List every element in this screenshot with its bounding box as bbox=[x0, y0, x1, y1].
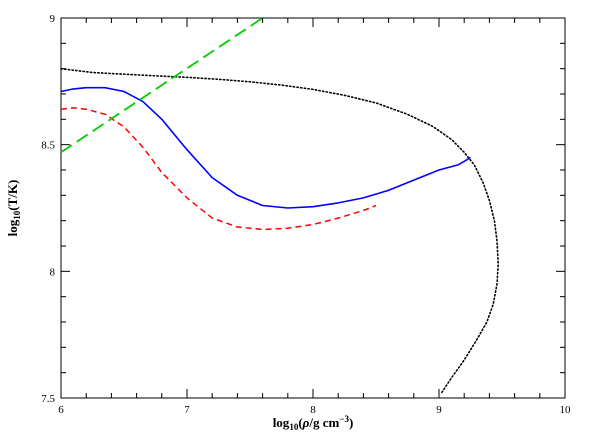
x-axis-label-subscript: 10 bbox=[289, 422, 299, 432]
x-tick-label: 6 bbox=[58, 404, 64, 416]
x-axis-label-unit: /g cm bbox=[308, 415, 339, 430]
y-axis-label-subscript: 10 bbox=[12, 210, 22, 220]
tick-labels: 6 7 8 9 10 7.5 8 8.5 9 bbox=[41, 13, 571, 416]
x-tick-label: 7 bbox=[184, 404, 190, 416]
x-axis-label: log10(ρ/g cm−3) bbox=[273, 414, 354, 432]
x-axis-label-exponent: −3 bbox=[339, 414, 349, 424]
solid-blue-curve bbox=[60, 86, 471, 209]
y-axis-label-prefix: log bbox=[5, 219, 20, 236]
series-layer bbox=[60, 17, 500, 394]
y-axis-label: log10(T/K) bbox=[5, 180, 22, 237]
x-axis-label-prefix: log bbox=[273, 415, 290, 430]
x-tick-label: 9 bbox=[436, 404, 442, 416]
dashed-red-curve bbox=[60, 107, 377, 231]
dotted-black-curve bbox=[60, 67, 500, 394]
y-tick-label: 8.5 bbox=[41, 140, 55, 152]
y-axis-label-body: (T/K) bbox=[5, 180, 20, 211]
y-tick-label: 7.5 bbox=[41, 393, 55, 405]
x-tick-label: 10 bbox=[560, 404, 572, 416]
y-tick-label: 8 bbox=[50, 266, 56, 278]
tick-marks bbox=[60, 17, 566, 399]
longdash-green-line bbox=[60, 17, 264, 154]
x-axis-label-rho: ρ bbox=[302, 415, 310, 430]
x-axis-label-close: ) bbox=[349, 415, 353, 430]
svg-text:log10(T/K): log10(T/K) bbox=[5, 180, 22, 237]
x-tick-label: 8 bbox=[310, 404, 316, 416]
x-axis-label-body: ( bbox=[298, 415, 302, 430]
y-tick-label: 9 bbox=[50, 13, 56, 25]
svg-text:log10(ρ/g cm−3): log10(ρ/g cm−3) bbox=[273, 414, 354, 432]
